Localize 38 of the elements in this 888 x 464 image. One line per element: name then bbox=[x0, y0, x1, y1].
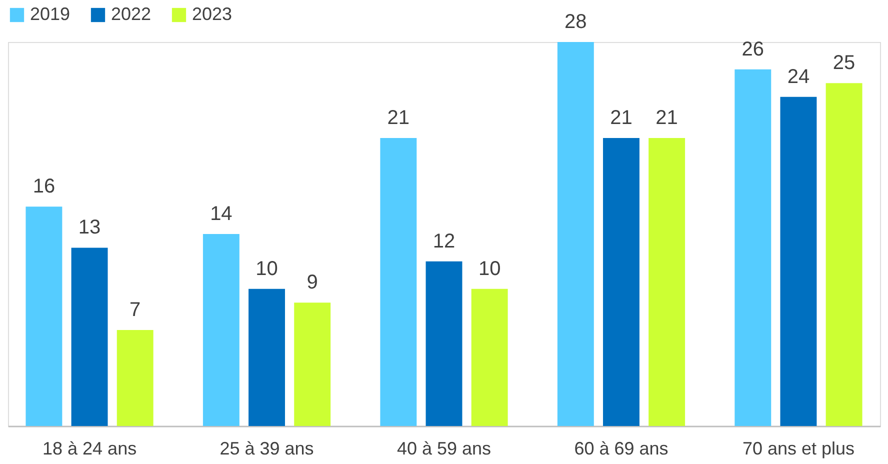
data-label: 9 bbox=[306, 272, 318, 294]
data-label: 7 bbox=[130, 299, 141, 321]
data-label: 14 bbox=[210, 203, 232, 225]
data-label: 25 bbox=[832, 52, 856, 74]
bar bbox=[826, 83, 862, 426]
bar bbox=[294, 302, 331, 426]
data-label: 16 bbox=[32, 176, 56, 198]
bar bbox=[648, 138, 686, 426]
x-tick-label: 70 ans et plus bbox=[742, 438, 855, 458]
x-tick-label: 40 à 59 ans bbox=[396, 438, 492, 458]
data-label: 13 bbox=[78, 216, 101, 239]
bar bbox=[426, 261, 462, 426]
bar bbox=[116, 330, 154, 426]
bar bbox=[734, 69, 772, 426]
legend-label: 2022 bbox=[111, 4, 152, 24]
data-label: 10 bbox=[478, 258, 501, 280]
data-label: 12 bbox=[432, 230, 456, 252]
data-label: 26 bbox=[742, 38, 764, 60]
bar bbox=[380, 138, 417, 426]
legend-label: 2019 bbox=[30, 4, 70, 24]
data-label: 28 bbox=[564, 11, 587, 33]
bar bbox=[603, 138, 640, 426]
data-label: 10 bbox=[256, 258, 278, 280]
data-label: 24 bbox=[787, 66, 810, 88]
bar bbox=[248, 288, 285, 426]
data-label: 21 bbox=[387, 107, 410, 129]
data-label: 21 bbox=[656, 107, 678, 129]
data-label: 21 bbox=[610, 107, 632, 129]
x-tick-label: 25 à 39 ans bbox=[220, 438, 314, 458]
legend-label: 2023 bbox=[192, 4, 232, 24]
x-tick-label: 18 à 24 ans bbox=[42, 438, 137, 458]
bar bbox=[202, 234, 240, 426]
bar bbox=[557, 42, 594, 426]
bar bbox=[780, 96, 817, 426]
bar bbox=[471, 288, 508, 426]
bar bbox=[71, 248, 108, 426]
x-tick-label: 60 à 69 ans bbox=[574, 438, 668, 458]
bar bbox=[26, 206, 62, 426]
